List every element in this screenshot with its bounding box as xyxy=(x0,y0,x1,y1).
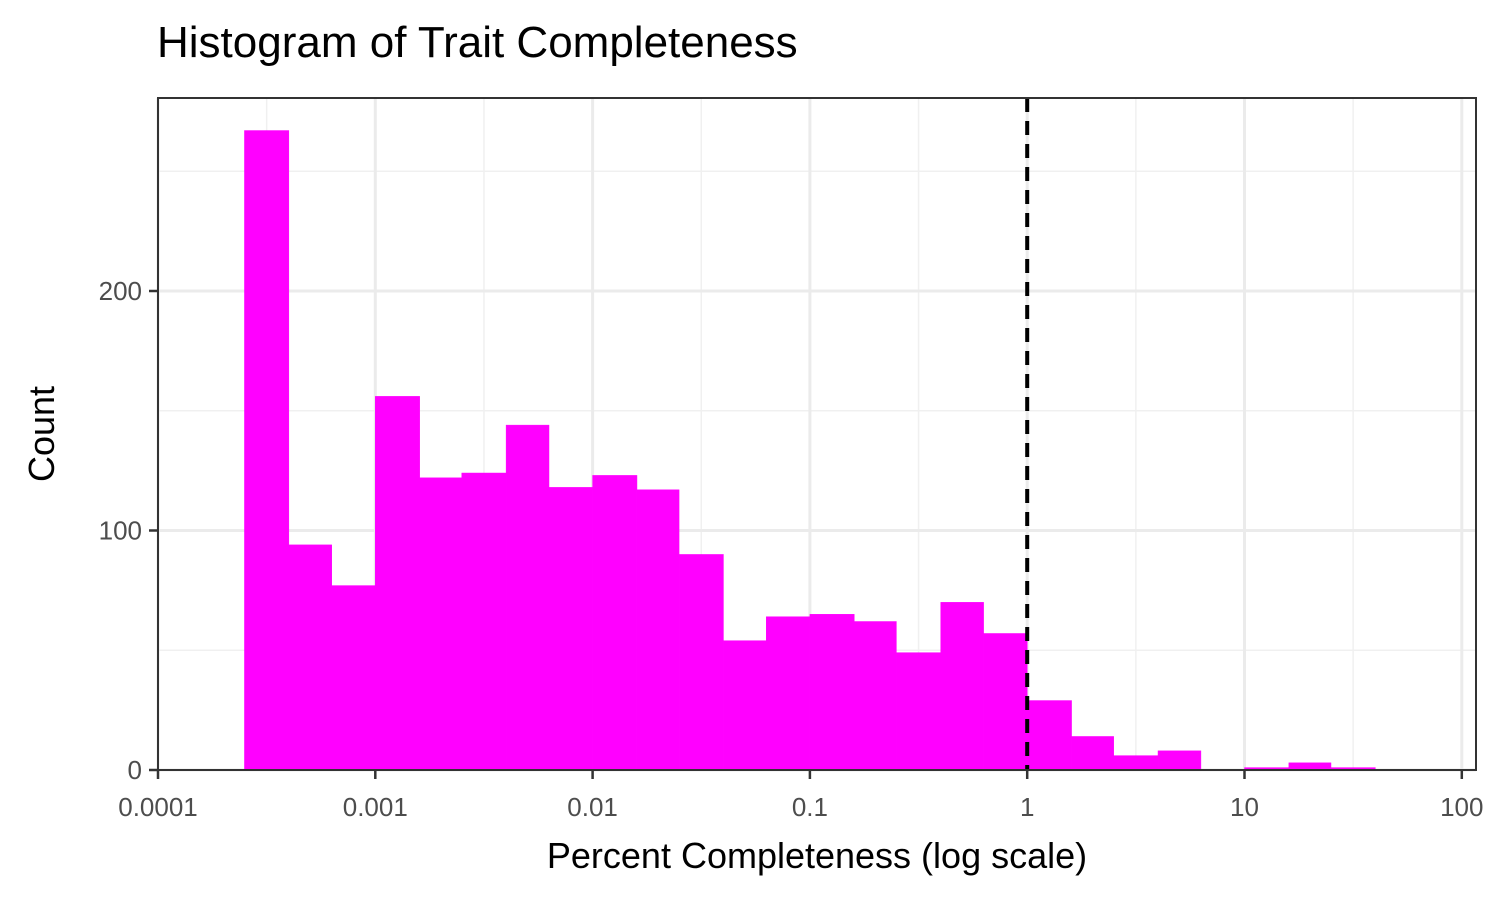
histogram-bar xyxy=(592,475,638,771)
x-tick-label: 0.01 xyxy=(567,792,618,822)
histogram-bar xyxy=(809,614,855,771)
x-axis-title: Percent Completeness (log scale) xyxy=(547,835,1087,876)
histogram-bar xyxy=(940,602,984,771)
chart-title: Histogram of Trait Completeness xyxy=(157,18,798,67)
bars-layer xyxy=(244,130,1376,771)
histogram-bar xyxy=(636,489,680,771)
x-tick-label: 0.1 xyxy=(792,792,828,822)
x-tick-label: 0.0001 xyxy=(118,792,198,822)
histogram-bar xyxy=(1157,750,1202,771)
x-tick-label: 100 xyxy=(1440,792,1483,822)
y-tick-label: 200 xyxy=(99,276,142,306)
histogram-bar xyxy=(461,472,507,771)
histogram-bar xyxy=(766,616,811,771)
histogram-bar xyxy=(1113,755,1159,771)
histogram-bar xyxy=(375,396,420,771)
histogram-bar xyxy=(678,554,724,771)
histogram-bar xyxy=(331,585,376,771)
y-axis-title: Count xyxy=(21,386,62,482)
histogram-bar xyxy=(244,130,290,771)
histogram-bar xyxy=(1071,736,1114,771)
histogram-bar xyxy=(854,621,897,771)
histogram-bar xyxy=(548,487,593,771)
axes-layer: 0.0001 0.001 0.01 0.1 1 10 100 0 100 200 xyxy=(99,276,1484,822)
histogram-bar xyxy=(505,424,550,771)
histogram-bar xyxy=(419,477,463,771)
histogram-bar xyxy=(1288,762,1332,771)
histogram-bar xyxy=(723,640,767,771)
histogram-bar xyxy=(288,544,332,771)
histogram-bar xyxy=(983,633,1028,771)
x-tick-label: 1 xyxy=(1020,792,1034,822)
panel-border xyxy=(157,97,1477,771)
x-tick-label: 0.001 xyxy=(343,792,408,822)
histogram-bar xyxy=(896,652,941,771)
y-tick-label: 0 xyxy=(128,755,142,785)
histogram-bar xyxy=(1026,700,1072,771)
x-tick-label: 10 xyxy=(1230,792,1259,822)
y-tick-label: 100 xyxy=(99,516,142,546)
